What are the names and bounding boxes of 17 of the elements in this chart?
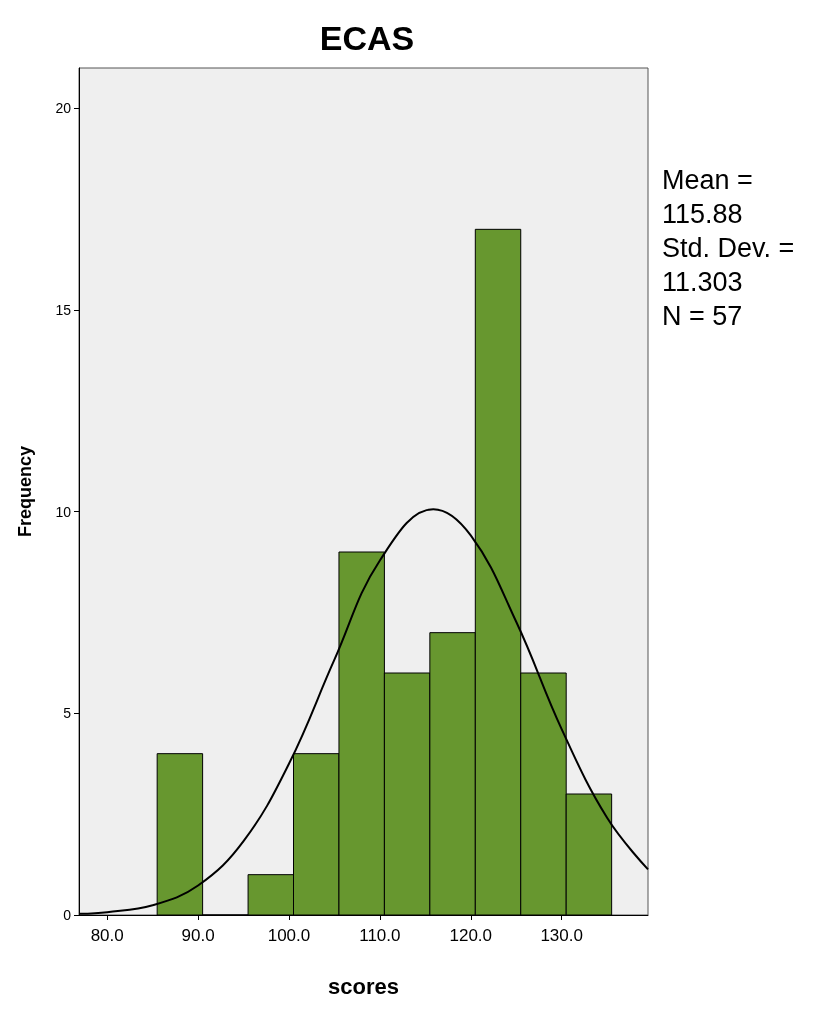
x-tick-label: 100.0 — [267, 926, 311, 945]
x-tick-label: 120.0 — [449, 926, 493, 945]
chart-title: ECAS — [319, 19, 415, 57]
x-axis-title: scores — [328, 973, 399, 999]
x-tick-label: 90.0 — [181, 926, 215, 945]
y-tick-label: 15 — [55, 302, 72, 318]
x-tick-label: 130.0 — [540, 926, 583, 945]
text: N = 57 — [662, 301, 743, 331]
y-tick-label: 10 — [55, 503, 72, 520]
y-axis-title: Frequency — [15, 445, 35, 538]
text: Std. Dev. = 11.303 — [662, 233, 802, 297]
y-tick-label: 20 — [55, 100, 72, 117]
text: Mean = 115.88 — [662, 165, 761, 229]
y-tick-label: 0 — [63, 907, 72, 923]
x-tick-label: 80.0 — [90, 926, 124, 945]
x-tick-label: 110.0 — [359, 926, 401, 945]
y-tick-label: 5 — [63, 705, 72, 722]
